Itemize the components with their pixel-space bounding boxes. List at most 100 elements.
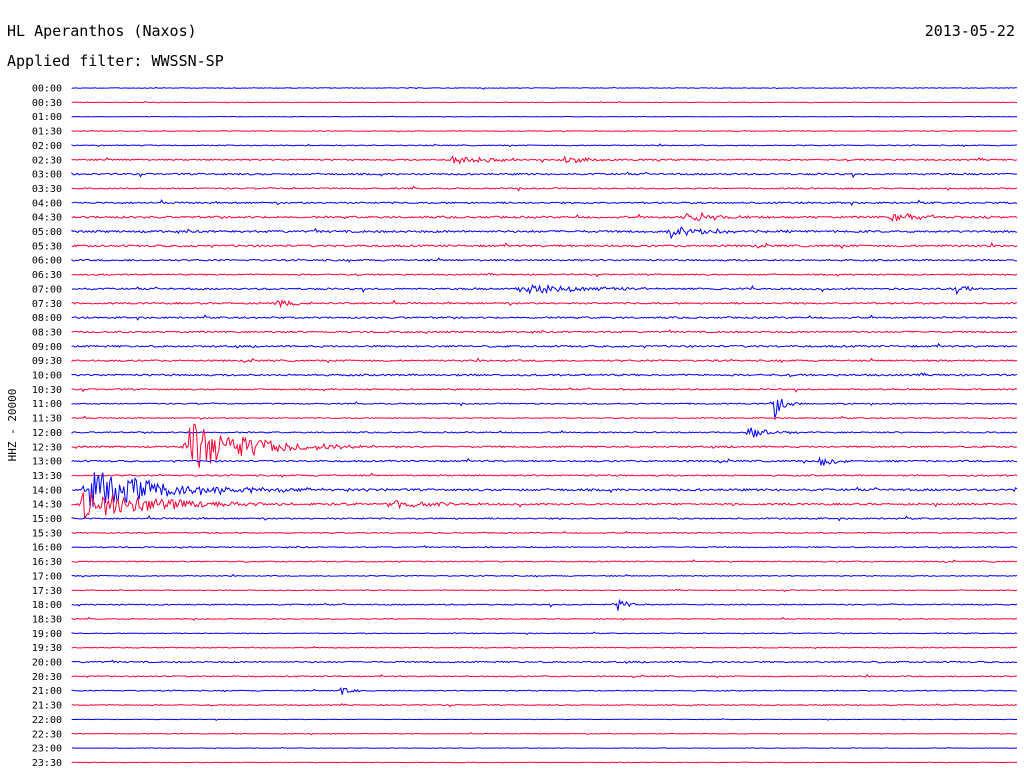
time-label: 06:00 — [32, 256, 62, 267]
time-label: 20:30 — [32, 672, 62, 683]
trace-line — [71, 645, 1018, 649]
time-label: 12:00 — [32, 428, 62, 439]
trace-line — [71, 545, 1018, 549]
trace-line — [71, 155, 1018, 165]
trace-line — [71, 283, 1018, 296]
time-tick-labels: 00:00 00:30 01:00 01:30 02:00 02:30 03:00 03:30… — [32, 84, 62, 769]
trace-line — [71, 746, 1018, 750]
time-label: 23:30 — [32, 758, 62, 769]
time-label: 12:30 — [32, 442, 62, 453]
trace-line — [71, 472, 1018, 508]
time-label: 15:00 — [32, 514, 62, 525]
trace-line — [71, 703, 1018, 708]
trace-line — [71, 588, 1018, 593]
time-label: 16:30 — [32, 557, 62, 568]
trace-line — [71, 530, 1018, 535]
trace-rows — [71, 86, 1018, 764]
trace-line — [71, 115, 1018, 118]
trace-line — [71, 257, 1018, 263]
time-label: 13:30 — [32, 471, 62, 482]
time-label: 00:30 — [32, 98, 62, 109]
trace-line — [71, 299, 1018, 309]
time-label: 08:00 — [32, 313, 62, 324]
trace-line — [71, 100, 1018, 104]
time-label: 04:00 — [32, 198, 62, 209]
channel-scale-label: HHZ - 20000 — [6, 389, 19, 462]
trace-line — [71, 398, 1018, 418]
time-label: 02:00 — [32, 141, 62, 152]
trace-line — [71, 143, 1017, 148]
trace-line — [71, 514, 1018, 522]
time-label: 10:00 — [32, 371, 62, 382]
time-label: 14:30 — [32, 500, 62, 511]
trace-line — [71, 616, 1018, 622]
time-label: 20:00 — [32, 658, 62, 669]
trace-line — [71, 272, 1018, 278]
time-label: 13:00 — [32, 457, 62, 468]
time-label: 00:00 — [32, 84, 62, 95]
time-label: 01:30 — [32, 127, 62, 138]
trace-line — [71, 415, 1017, 421]
time-label: 09:00 — [32, 342, 62, 353]
trace-line — [71, 357, 1018, 364]
trace-line — [71, 372, 1018, 378]
trace-line — [71, 130, 1018, 133]
time-label: 16:00 — [32, 543, 62, 554]
trace-line — [71, 314, 1018, 321]
time-label: 15:30 — [32, 528, 62, 539]
time-label: 17:30 — [32, 586, 62, 597]
time-label: 09:30 — [32, 356, 62, 367]
time-label: 11:30 — [32, 414, 62, 425]
time-label: 19:00 — [32, 629, 62, 640]
trace-line — [71, 199, 1018, 207]
trace-line — [71, 342, 1018, 349]
time-label: 06:30 — [32, 270, 62, 281]
time-label: 21:30 — [32, 701, 62, 712]
station-title: HL Aperanthos (Naxos) — [7, 22, 197, 40]
trace-line — [71, 673, 1018, 679]
time-label: 22:30 — [32, 729, 62, 740]
filter-label: Applied filter: WWSSN-SP — [7, 52, 224, 70]
trace-line — [71, 427, 1018, 438]
trace-line — [71, 86, 1017, 90]
trace-line — [71, 686, 1018, 695]
trace-line — [71, 211, 1018, 223]
time-label: 22:00 — [32, 715, 62, 726]
trace-line — [71, 171, 1018, 179]
time-label: 02:30 — [32, 155, 62, 166]
trace-line — [71, 185, 1018, 192]
time-label: 05:00 — [32, 227, 62, 238]
time-label: 21:00 — [32, 686, 62, 697]
time-label: 07:00 — [32, 284, 62, 295]
trace-line — [71, 423, 1018, 468]
trace-line — [71, 456, 1017, 466]
time-label: 14:00 — [32, 485, 62, 496]
trace-line — [71, 573, 1018, 578]
chart-date: 2013-05-22 — [925, 22, 1015, 40]
time-label: 17:00 — [32, 571, 62, 582]
trace-line — [71, 559, 1018, 564]
time-label: 03:30 — [32, 184, 62, 195]
time-label: 11:00 — [32, 399, 62, 410]
time-label: 07:30 — [32, 299, 62, 310]
trace-line — [71, 241, 1018, 250]
time-label: 18:30 — [32, 614, 62, 625]
time-label: 23:00 — [32, 744, 62, 755]
time-label: 10:30 — [32, 385, 62, 396]
trace-line — [71, 598, 1018, 611]
time-label: 01:00 — [32, 112, 62, 123]
time-label: 04:30 — [32, 213, 62, 224]
trace-line — [71, 472, 1018, 478]
trace-line — [71, 718, 1017, 721]
trace-line — [71, 492, 1017, 520]
trace-line — [71, 226, 1018, 240]
trace-line — [71, 631, 1018, 636]
time-label: 03:00 — [32, 170, 62, 181]
trace-line — [71, 329, 1018, 335]
time-label: 19:30 — [32, 643, 62, 654]
trace-line — [71, 732, 1018, 736]
trace-line — [71, 761, 1018, 764]
time-label: 18:00 — [32, 600, 62, 611]
trace-line — [71, 387, 1018, 393]
